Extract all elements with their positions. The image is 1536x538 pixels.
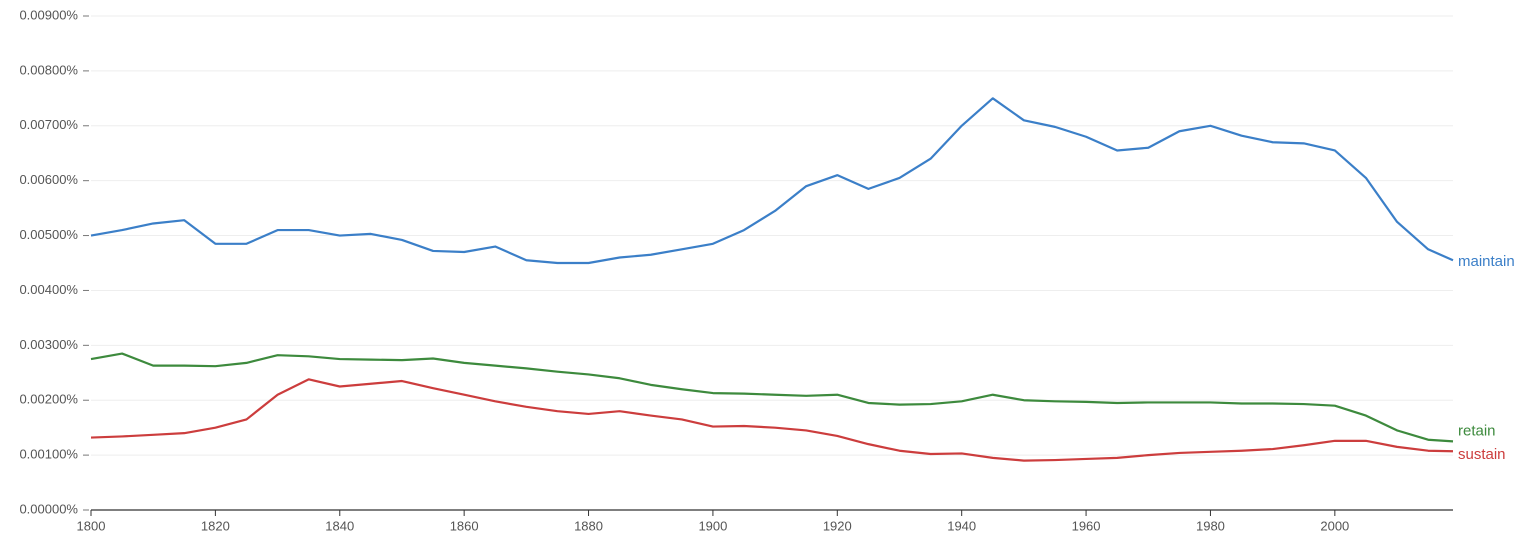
- series-line: [90, 352, 1454, 443]
- x-tick-label: 1980: [1196, 518, 1225, 533]
- y-tick-label: 0.00500%: [19, 227, 78, 242]
- y-tick-label: 0.00900%: [19, 7, 78, 22]
- x-tick-label: 2000: [1320, 518, 1349, 533]
- y-tick-label: 0.00700%: [19, 117, 78, 132]
- x-tick-label: 1820: [201, 518, 230, 533]
- y-tick-label: 0.00200%: [19, 392, 78, 407]
- series-label: maintain: [1458, 253, 1515, 270]
- y-tick-label: 0.00400%: [19, 282, 78, 297]
- x-tick-label: 1900: [698, 518, 727, 533]
- x-tick-label: 1880: [574, 518, 603, 533]
- y-tick-label: 0.00100%: [19, 447, 78, 462]
- x-tick-label: 1940: [947, 518, 976, 533]
- y-tick-label: 0.00800%: [19, 62, 78, 77]
- series-line: [90, 378, 1454, 462]
- series-label: sustain: [1458, 446, 1506, 463]
- x-tick-label: 1840: [325, 518, 354, 533]
- y-tick-label: 0.00600%: [19, 172, 78, 187]
- x-tick-label: 1800: [77, 518, 106, 533]
- y-tick-label: 0.00000%: [19, 501, 78, 516]
- series-line: [90, 97, 1454, 265]
- y-tick-label: 0.00300%: [19, 337, 78, 352]
- x-tick-label: 1860: [450, 518, 479, 533]
- series-label: retain: [1458, 422, 1496, 439]
- x-tick-label: 1920: [823, 518, 852, 533]
- x-tick-label: 1960: [1072, 518, 1101, 533]
